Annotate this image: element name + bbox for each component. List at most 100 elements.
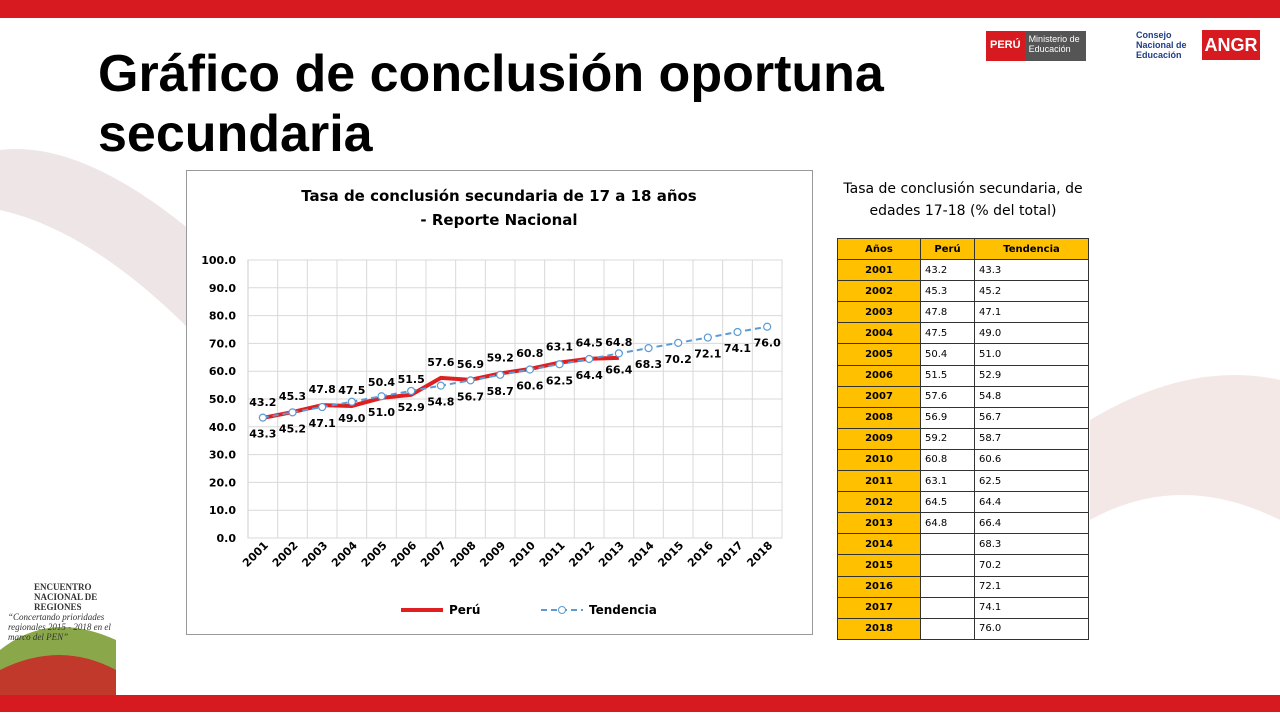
- data-table: Tasa de conclusión secundaria, de edades…: [837, 172, 1090, 640]
- table-cell: [920, 554, 975, 577]
- table-cell: 64.5: [920, 491, 975, 514]
- table-cell: 50.4: [920, 343, 975, 366]
- data-label: 54.8: [427, 396, 454, 409]
- data-label: 66.4: [605, 363, 632, 376]
- table-row: 2017 74.1: [837, 596, 1090, 619]
- table-row: 2012 64.5 64.4: [837, 491, 1090, 514]
- data-label: 49.0: [338, 412, 365, 425]
- event-motto: “Concertando prioridades regionales 2015…: [8, 612, 111, 642]
- table-cell: 62.5: [973, 470, 1090, 493]
- data-label: 56.7: [457, 390, 484, 403]
- data-label: 50.4: [368, 376, 395, 389]
- y-tick-label: 50.0: [209, 393, 236, 406]
- table-cell: 2016: [837, 575, 921, 598]
- data-label: 51.0: [368, 406, 395, 419]
- table-cell: 68.3: [973, 533, 1090, 556]
- table-cell: 72.1: [973, 575, 1090, 598]
- table-row: 2008 56.9 56.7: [837, 406, 1090, 429]
- table-cell: 2015: [837, 554, 921, 577]
- chart-frame: [186, 170, 813, 635]
- angr-logo: ANGR: [1202, 30, 1260, 60]
- decor: [0, 149, 190, 330]
- y-tick-label: 30.0: [209, 449, 236, 462]
- series-line: [262, 325, 768, 419]
- table-cell: 2006: [837, 364, 921, 387]
- data-label: 74.1: [724, 342, 751, 355]
- data-label: 76.0: [754, 337, 781, 350]
- table-cell: 2011: [837, 470, 921, 493]
- table-cell: Perú: [920, 237, 975, 261]
- table-cell: 2007: [837, 385, 921, 408]
- table-cell: [920, 596, 975, 619]
- cne-logo: Consejo Nacional de Educación: [1136, 30, 1187, 60]
- data-label: 45.2: [279, 422, 306, 435]
- table-row: 2009 59.2 58.7: [837, 427, 1090, 450]
- point: [436, 381, 445, 390]
- data-label: 64.4: [576, 369, 603, 382]
- point: [318, 402, 327, 412]
- data-label: 64.8: [605, 336, 632, 349]
- table-row: 2003 47.8 47.1: [837, 301, 1090, 324]
- decor: [0, 655, 116, 695]
- data-label: 47.8: [309, 383, 336, 396]
- event-name: ENCUENTRO NACIONAL DE REGIONES: [34, 582, 98, 612]
- table-cell: 60.8: [920, 448, 975, 472]
- table-cell: 47.5: [920, 322, 975, 345]
- table-cell: 51.5: [920, 364, 975, 387]
- data-label: 56.9: [457, 358, 484, 371]
- table-cell: 64.8: [920, 512, 975, 535]
- table-cell: 49.0: [973, 322, 1090, 345]
- table-cell: 2003: [837, 301, 921, 324]
- point: [288, 408, 297, 417]
- y-tick-label: 80.0: [209, 310, 236, 323]
- table-cell: 43.2: [920, 259, 975, 282]
- legend-label: Perú: [449, 603, 480, 617]
- table-cell: 2010: [837, 448, 921, 472]
- data-label: 68.3: [635, 358, 662, 371]
- point: [733, 327, 742, 337]
- table-cell: 51.0: [973, 343, 1090, 366]
- data-label: 47.1: [309, 417, 336, 430]
- y-tick-label: 90.0: [209, 282, 236, 295]
- table-cell: 2017: [837, 596, 921, 619]
- table-cell: 56.7: [973, 406, 1090, 429]
- table-row: 2016 72.1: [837, 575, 1090, 598]
- table-cell: 2008: [837, 406, 921, 429]
- table-cell: 2002: [837, 280, 921, 303]
- table-row: 2002 45.3 45.2: [837, 280, 1090, 303]
- table-cell: 47.1: [973, 301, 1090, 324]
- table-cell: 2009: [837, 427, 921, 450]
- table-cell: 64.4: [973, 491, 1090, 514]
- table-row: 2018 76.0: [837, 617, 1090, 640]
- point: [763, 322, 772, 331]
- data-label: 72.1: [694, 348, 721, 361]
- point: [674, 338, 683, 347]
- table-row: 2013 64.8 66.4: [837, 512, 1090, 535]
- y-tick-label: 70.0: [209, 337, 236, 350]
- table-cell: 70.2: [973, 554, 1090, 577]
- table-cell: Tendencia: [973, 237, 1090, 261]
- table-cell: 54.8: [973, 385, 1090, 408]
- table-row: Años Perú Tendencia: [837, 237, 1090, 261]
- point: [614, 349, 623, 358]
- table-row: 2007 57.6 54.8: [837, 385, 1090, 408]
- data-label: 70.2: [665, 353, 692, 366]
- table-cell: 52.9: [973, 364, 1090, 387]
- decor: [1090, 375, 1280, 520]
- event-logo: ENCUENTRO NACIONAL DE REGIONES “Concerta…: [8, 582, 113, 642]
- table-row: 2005 50.4 51.0: [837, 343, 1090, 366]
- legend-label: Tendencia: [589, 603, 657, 617]
- chart-title: Tasa de conclusión secundaria de 17 a 18…: [301, 187, 697, 205]
- table-cell: 56.9: [920, 406, 975, 429]
- data-label: 62.5: [546, 374, 573, 387]
- y-tick-label: 60.0: [209, 365, 236, 378]
- point: [377, 392, 386, 401]
- table: Años Perú Tendencia 2001 43.2 43.3 2002 45.3 45.…: [837, 237, 1090, 640]
- point: [644, 344, 653, 353]
- table-row: 2014 68.3: [837, 533, 1090, 556]
- table-cell: 66.4: [973, 512, 1090, 535]
- data-label: 45.3: [279, 390, 306, 403]
- table-cell: 47.8: [920, 301, 975, 324]
